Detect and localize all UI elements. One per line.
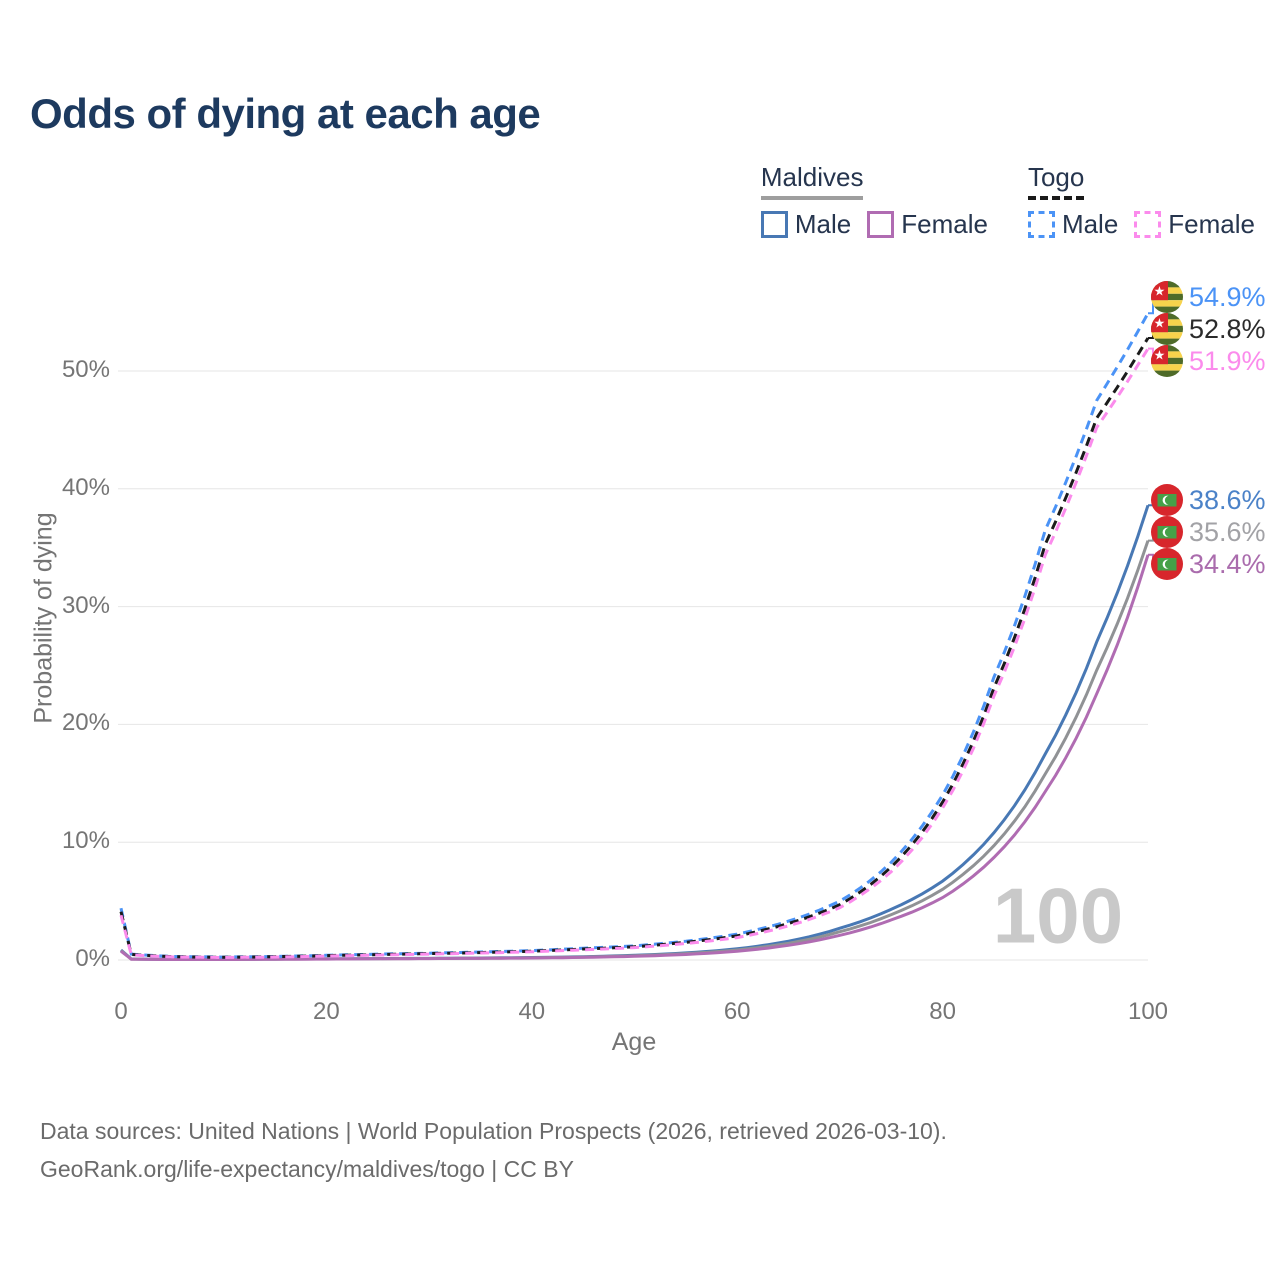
end-label-maldives-female: 34.4% [1151,548,1266,580]
end-label-value: 34.4% [1189,549,1266,579]
end-label-value: 52.8% [1189,314,1266,344]
footer-attribution: GeoRank.org/life-expectancy/maldives/tog… [40,1156,574,1182]
maldives-flag-icon [1151,548,1183,580]
end-label-togo-both-sexes: ★ 52.8% [1151,313,1266,345]
legend-group-maldives: Maldives Male Female [760,162,988,240]
x-axis-title: Age [611,1028,657,1056]
legend-item-togo-male[interactable]: Male [1027,209,1119,240]
legend-item-label: Male [794,209,852,239]
end-label-maldives-male: 38.6% [1151,484,1266,516]
line-togo-male [119,312,1150,959]
maldives-flag-icon [1151,516,1183,548]
line-maldives-both-sexes [120,540,1150,961]
x-tick-label: 20 [313,998,340,1025]
footer-data-sources: Data sources: United Nations | World Pop… [40,1118,947,1144]
end-label-togo-male: ★ 54.9% [1151,281,1266,313]
line-togo-both-sexes [119,337,1150,959]
maldives-male-swatch-icon [760,211,788,238]
togo-flag-icon: ★ [1151,313,1183,345]
maldives-female-swatch-icon [867,211,895,238]
y-tick-label: 40% [61,473,110,501]
x-tick-label: 80 [929,998,956,1025]
x-tick-label: 60 [723,998,751,1025]
footer: Data sources: United Nations | World Pop… [40,1112,947,1188]
end-label-togo-female: ★ 51.9% [1151,345,1266,377]
end-label-value: 38.6% [1189,485,1266,515]
x-tick-label: 40 [518,998,546,1025]
legend-item-label: Male [1061,209,1119,239]
y-tick-label: 10% [61,827,110,855]
legend: Maldives Male Female Togo Male [760,162,1255,240]
y-tick-label: 50% [61,356,110,383]
line-togo-female [119,347,1150,960]
end-label-value: 54.9% [1189,282,1266,312]
x-tick-label: 100 [1127,998,1169,1025]
end-label-value: 35.6% [1189,517,1266,547]
togo-female-swatch-icon [1134,211,1162,238]
legend-country-togo: Togo [1027,162,1085,200]
togo-flag-icon: ★ [1151,281,1183,313]
legend-item-maldives-male[interactable]: Male [760,209,852,240]
end-label-value: 51.9% [1189,346,1266,376]
legend-item-togo-female[interactable]: Female [1134,209,1255,240]
legend-item-label: Female [901,209,988,239]
svg-text:★: ★ [1154,284,1166,299]
legend-country-maldives: Maldives [760,162,864,200]
maldives-flag-icon [1151,484,1183,516]
togo-flag-icon: ★ [1151,345,1183,377]
page-title: Odds of dying at each age [30,90,541,137]
svg-text:★: ★ [1154,348,1166,363]
y-tick-label: 20% [61,709,110,737]
line-maldives-female [120,554,1150,961]
line-maldives-male [120,504,1150,961]
end-label-maldives-both-sexes: 35.6% [1151,516,1266,548]
legend-item-maldives-female[interactable]: Female [867,209,988,240]
y-tick-label: 0% [75,945,110,972]
legend-group-togo: Togo Male Female [1027,162,1255,240]
togo-male-swatch-icon [1027,211,1055,238]
age-counter-watermark: 100 [992,871,1124,960]
x-tick-label: 0 [114,998,128,1025]
y-tick-label: 30% [61,591,110,619]
svg-text:★: ★ [1154,316,1166,331]
legend-item-label: Female [1168,209,1255,239]
